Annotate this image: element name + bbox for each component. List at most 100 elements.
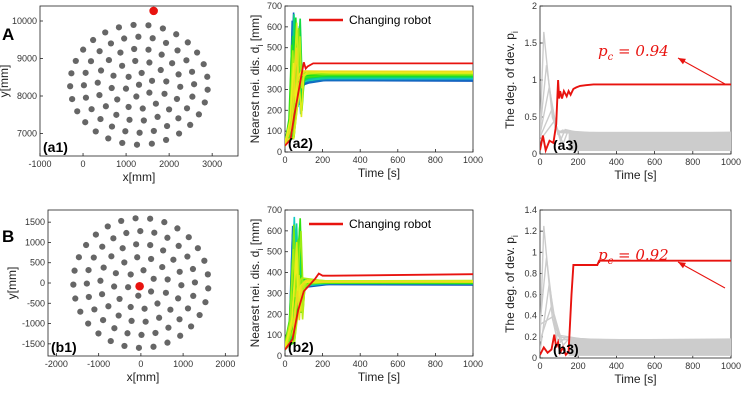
x-tick-label: 200 bbox=[571, 361, 586, 371]
robot-dot bbox=[152, 329, 159, 337]
robot-dot bbox=[104, 223, 111, 230]
robot-dot bbox=[204, 271, 211, 278]
panel-label: (a1) bbox=[43, 139, 68, 155]
robot-dot bbox=[125, 103, 132, 111]
y-axis-label-main: y[mm] bbox=[0, 65, 11, 98]
robot-dot bbox=[201, 257, 208, 264]
robot-dot bbox=[147, 242, 154, 249]
robot-distance-line bbox=[285, 234, 473, 344]
robot-distance-line bbox=[285, 259, 473, 349]
robot-dot bbox=[133, 141, 141, 148]
robot-dot bbox=[200, 61, 207, 68]
distance-plot-b2: 0 200 400 600 800 1000 0 100 200 300 400 500 600 700 T… bbox=[248, 205, 483, 384]
robot-dot bbox=[157, 66, 164, 74]
x-tick-label: 400 bbox=[353, 155, 368, 165]
robot-distance-line bbox=[285, 247, 473, 343]
robot-distance-line bbox=[285, 242, 473, 350]
y-tick-label: 200 bbox=[267, 309, 282, 319]
robot-dot bbox=[147, 255, 155, 263]
robot-dot bbox=[156, 314, 163, 321]
y-tick-label: 0 bbox=[532, 149, 537, 159]
robot-dot bbox=[100, 264, 107, 271]
robot-dot bbox=[174, 225, 181, 232]
robot-dot bbox=[128, 317, 135, 324]
y-tick-label: 600 bbox=[267, 226, 282, 236]
robot-dot bbox=[125, 73, 132, 80]
y-tick-label: 1.4 bbox=[524, 205, 537, 215]
y-tick-label: 700 bbox=[267, 1, 282, 11]
robot-dot bbox=[96, 92, 103, 99]
robot-dot bbox=[185, 234, 192, 241]
robot-dot bbox=[176, 268, 183, 275]
robot-dot bbox=[68, 70, 75, 77]
robot-dot bbox=[90, 36, 97, 44]
pc-subscript: c bbox=[608, 52, 614, 63]
pc-subscript: c bbox=[608, 256, 614, 267]
robot-distance-line bbox=[285, 47, 473, 146]
other-robot-line bbox=[540, 257, 731, 341]
robot-dot bbox=[150, 275, 157, 282]
scatter-plot-b1: -2000 -1000 0 1000 2000 -1500 -1000 -500 0 500 100… bbox=[5, 209, 239, 384]
robot-distance-line bbox=[285, 76, 473, 141]
robot-distance-line bbox=[285, 250, 473, 345]
changing-robot-line bbox=[540, 79, 731, 154]
plot-frame bbox=[539, 209, 732, 359]
robot-dot bbox=[162, 39, 170, 47]
pc-symbol: p bbox=[598, 42, 608, 60]
robot-dot bbox=[152, 100, 159, 107]
series-group bbox=[540, 31, 731, 154]
robot-dot bbox=[148, 77, 156, 84]
robot-distance-line bbox=[285, 250, 473, 346]
robot-dot bbox=[132, 215, 139, 222]
robot-distance-line bbox=[285, 29, 473, 140]
robot-dot bbox=[148, 140, 155, 147]
robot-dot bbox=[126, 116, 133, 123]
robot-distance-line bbox=[285, 45, 473, 147]
robot-dot bbox=[99, 317, 107, 324]
x-tick-label: 2000 bbox=[159, 159, 179, 169]
robot-dot bbox=[74, 108, 81, 115]
robot-distance-line bbox=[285, 234, 473, 350]
robot-dot bbox=[184, 253, 191, 260]
robot-distance-line bbox=[285, 227, 473, 350]
annotation-arrow-head bbox=[678, 58, 686, 65]
robot-distance-line bbox=[285, 239, 473, 351]
robot-dot bbox=[87, 58, 95, 65]
y-axis-label-main: Nearest nei. dis. d bbox=[248, 251, 262, 348]
robot-distance-line bbox=[285, 280, 473, 348]
robot-dot bbox=[69, 96, 76, 103]
annotation-arrow-line bbox=[677, 261, 726, 289]
robot-dot bbox=[114, 96, 121, 103]
robot-dot bbox=[161, 90, 168, 97]
robot-dot bbox=[170, 256, 177, 263]
robot-dot bbox=[191, 279, 199, 286]
x-tick-label: 600 bbox=[647, 361, 662, 371]
series-group bbox=[285, 12, 473, 147]
robot-dot bbox=[132, 57, 139, 65]
robot-dot bbox=[145, 22, 152, 29]
robot-dot bbox=[163, 78, 170, 85]
robot-dot bbox=[83, 280, 90, 287]
robot-dot bbox=[159, 263, 166, 271]
robot-dot bbox=[196, 311, 203, 319]
robot-distance-line bbox=[285, 265, 473, 350]
robot-dot bbox=[158, 51, 165, 58]
annotation-arrow-head bbox=[678, 262, 686, 269]
robot-distance-line bbox=[285, 62, 473, 144]
x-axis-label: Time [s] bbox=[614, 372, 656, 386]
robot-dot bbox=[85, 320, 92, 327]
changing-robot-line bbox=[285, 272, 473, 351]
robot-dot bbox=[151, 229, 158, 236]
pc-value: 0.92 bbox=[635, 246, 668, 264]
robot-dot bbox=[173, 31, 180, 38]
y-tick-label: -1500 bbox=[22, 339, 45, 349]
robot-dot bbox=[150, 127, 157, 135]
robot-dot bbox=[91, 306, 98, 313]
robot-dot bbox=[187, 323, 195, 330]
other-robot-line bbox=[540, 87, 731, 138]
x-tick-label: -1000 bbox=[87, 359, 110, 369]
y-axis-label: Nearest nei. dis. di [mm] bbox=[248, 219, 265, 348]
x-tick-label: 2000 bbox=[215, 359, 235, 369]
robot-distance-line bbox=[285, 278, 473, 345]
robot-dot bbox=[135, 292, 142, 299]
